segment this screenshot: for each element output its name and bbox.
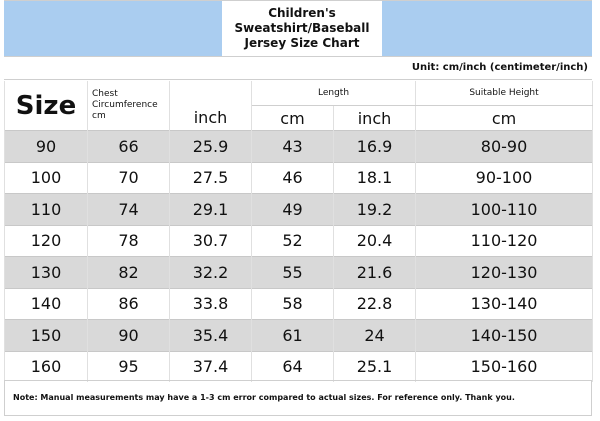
length-inch-unit: inch [332, 105, 417, 131]
title-band: Children's Sweatshirt/Baseball Jersey Si… [4, 0, 592, 57]
length-inch-cell: 22.8 [332, 287, 417, 320]
chest-inch-cell: 25.9 [169, 130, 252, 162]
title-line-1: Children's [268, 6, 336, 20]
table-row: 100 70 27.5 46 18.1 90-100 [4, 161, 594, 194]
length-cm-unit: cm [251, 105, 334, 131]
footer-note: Note: Manual measurements may have a 1-3… [4, 380, 592, 416]
title-line-3: Jersey Size Chart [244, 36, 360, 50]
chest-inch-cell: 27.5 [169, 161, 252, 194]
height-cell: 80-90 [415, 130, 594, 162]
size-cell: 150 [4, 319, 88, 351]
chest-header: Chest Circumference cm [87, 81, 170, 131]
size-cell: 100 [4, 161, 88, 194]
height-cell: 90-100 [415, 161, 594, 194]
size-cell: 140 [4, 287, 88, 320]
chest-inch-unit: inch [169, 105, 252, 131]
table-row: 150 90 35.4 61 24 140-150 [4, 319, 594, 351]
length-inch-cell: 18.1 [332, 161, 417, 194]
length-cm-cell: 49 [251, 193, 334, 225]
table-row: 160 95 37.4 64 25.1 150-160 [4, 350, 594, 382]
chest-inch-spacer [169, 81, 252, 106]
chest-inch-cell: 30.7 [169, 224, 252, 257]
height-cell: 140-150 [415, 319, 594, 351]
length-cm-cell: 52 [251, 224, 334, 257]
length-cm-cell: 58 [251, 287, 334, 320]
length-inch-cell: 19.2 [332, 193, 417, 225]
height-cell: 150-160 [415, 350, 594, 382]
chest-cm-cell: 86 [87, 287, 170, 320]
table-row: 130 82 32.2 55 21.6 120-130 [4, 256, 594, 288]
height-cell: 110-120 [415, 224, 594, 257]
chest-inch-cell: 37.4 [169, 350, 252, 382]
chest-inch-cell: 35.4 [169, 319, 252, 351]
length-inch-cell: 16.9 [332, 130, 417, 162]
length-inch-cell: 20.4 [332, 224, 417, 257]
table-header-row: Size Chest Circumference cm Length Suita… [4, 81, 594, 131]
size-cell: 110 [4, 193, 88, 225]
length-cm-cell: 64 [251, 350, 334, 382]
size-table: Size Chest Circumference cm Length Suita… [4, 81, 594, 382]
height-cell: 130-140 [415, 287, 594, 320]
length-cm-cell: 55 [251, 256, 334, 288]
chest-cm-cell: 95 [87, 350, 170, 382]
length-inch-cell: 24 [332, 319, 417, 351]
length-inch-cell: 25.1 [332, 350, 417, 382]
table-row: 120 78 30.7 52 20.4 110-120 [4, 224, 594, 257]
title-line-2: Sweatshirt/Baseball [234, 21, 370, 35]
height-cell: 100-110 [415, 193, 594, 225]
chest-inch-cell: 32.2 [169, 256, 252, 288]
length-cm-cell: 61 [251, 319, 334, 351]
size-header: Size [4, 81, 88, 131]
height-cm-unit: cm [415, 105, 594, 131]
chart-title: Children's Sweatshirt/Baseball Jersey Si… [222, 1, 382, 56]
length-cm-cell: 43 [251, 130, 334, 162]
table-row: 90 66 25.9 43 16.9 80-90 [4, 130, 594, 162]
chest-cm-cell: 74 [87, 193, 170, 225]
chest-header-unit: cm [92, 111, 106, 121]
unit-note: Unit: cm/inch (centimeter/inch) [4, 56, 592, 80]
height-cell: 120-130 [415, 256, 594, 288]
length-inch-cell: 21.6 [332, 256, 417, 288]
table-row: 140 86 33.8 58 22.8 130-140 [4, 287, 594, 320]
table-subheader-row: inch cm inch cm [5, 105, 594, 131]
chest-inch-cell: 29.1 [169, 193, 252, 225]
chest-header-label: Chest Circumference [92, 89, 158, 110]
size-cell: 160 [4, 350, 88, 382]
height-header: Suitable Height [415, 81, 594, 106]
chest-cm-cell: 90 [87, 319, 170, 351]
table-row: 110 74 29.1 49 19.2 100-110 [4, 193, 594, 225]
length-header: Length [250, 81, 417, 106]
size-cell: 120 [4, 224, 88, 257]
size-cell: 90 [4, 130, 88, 162]
chest-cm-cell: 70 [87, 161, 170, 194]
chest-cm-cell: 66 [87, 130, 170, 162]
chest-cm-cell: 78 [87, 224, 170, 257]
chest-cm-cell: 82 [87, 256, 170, 288]
chest-inch-cell: 33.8 [169, 287, 252, 320]
size-cell: 130 [4, 256, 88, 288]
length-cm-cell: 46 [251, 161, 334, 194]
